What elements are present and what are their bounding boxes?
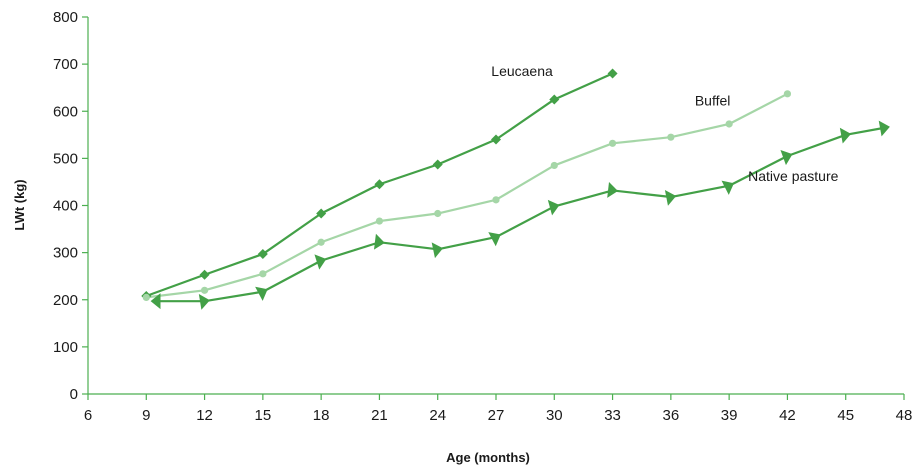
point-leucaena [316,208,327,219]
y-axis-title: LWt (kg) [12,179,27,230]
x-tick-label: 21 [371,407,388,424]
point-buffel [200,286,209,294]
x-tick-label: 9 [142,407,150,424]
x-tick-label: 39 [721,407,738,424]
point-buffel [259,270,267,278]
point-leucaena [549,94,560,105]
point-buffel [608,139,617,147]
series-line-buffel [146,92,788,299]
series-markers [141,68,890,310]
point-buffel [317,238,325,246]
point-native-pasture [839,127,852,144]
y-tick-label: 600 [53,103,78,120]
series-line-native-pasture [156,126,885,303]
point-native-pasture [314,254,327,270]
point-buffel [725,120,733,128]
series-labels: Leucaena Buffel Native pasture [491,63,838,184]
point-native-pasture [373,233,385,250]
series-label-native-pasture: Native pasture [748,168,838,184]
x-tick-label: 42 [779,407,796,424]
point-leucaena [257,249,268,260]
point-native-pasture [150,293,161,310]
x-tick-label: 36 [663,407,680,424]
point-leucaena [491,134,501,145]
x-tick-label: 18 [313,407,330,424]
x-tick-label: 12 [196,407,213,424]
point-leucaena [607,68,618,79]
x-tick-label: 15 [255,407,272,424]
point-native-pasture [664,190,677,206]
point-native-pasture [721,180,734,195]
point-buffel [550,161,558,170]
x-tick-label: 6 [84,407,92,424]
y-tick-label: 700 [53,56,78,73]
point-native-pasture [547,199,560,216]
point-buffel [375,217,384,225]
point-native-pasture [878,120,890,137]
point-native-pasture [255,286,268,301]
x-tick-label: 24 [429,407,446,424]
x-tick-label: 45 [837,407,854,424]
point-leucaena [432,159,443,170]
series-lines [145,72,885,303]
y-tick-label: 800 [53,9,78,26]
point-buffel [142,293,150,301]
point-native-pasture [431,242,443,259]
x-tick-label: 30 [546,407,563,424]
x-tick-label: 33 [604,407,621,424]
x-tick-label: 27 [488,407,505,424]
y-tick-label: 300 [53,245,78,262]
point-buffel [783,90,792,98]
series-label-buffel: Buffel [695,92,731,108]
point-native-pasture [607,181,618,198]
series-label-leucaena: Leucaena [491,63,553,79]
point-native-pasture [198,293,210,310]
y-tick-label: 400 [53,198,78,215]
point-buffel [434,209,442,218]
point-leucaena [199,269,210,280]
y-tick-label: 500 [53,150,78,167]
y-tick-label: 100 [53,339,78,356]
axes: 0 100 200 300 400 500 600 700 800 6 9 12 15 18 21 24 27 3… [53,9,912,424]
y-tick-label: 0 [70,386,78,403]
x-tick-label: 48 [896,407,913,424]
point-buffel [667,133,675,141]
point-native-pasture [780,150,793,166]
y-tick-label: 200 [53,292,78,309]
point-leucaena [374,179,385,190]
point-native-pasture [488,232,501,247]
point-buffel [492,196,500,204]
x-axis-title: Age (months) [446,450,530,465]
